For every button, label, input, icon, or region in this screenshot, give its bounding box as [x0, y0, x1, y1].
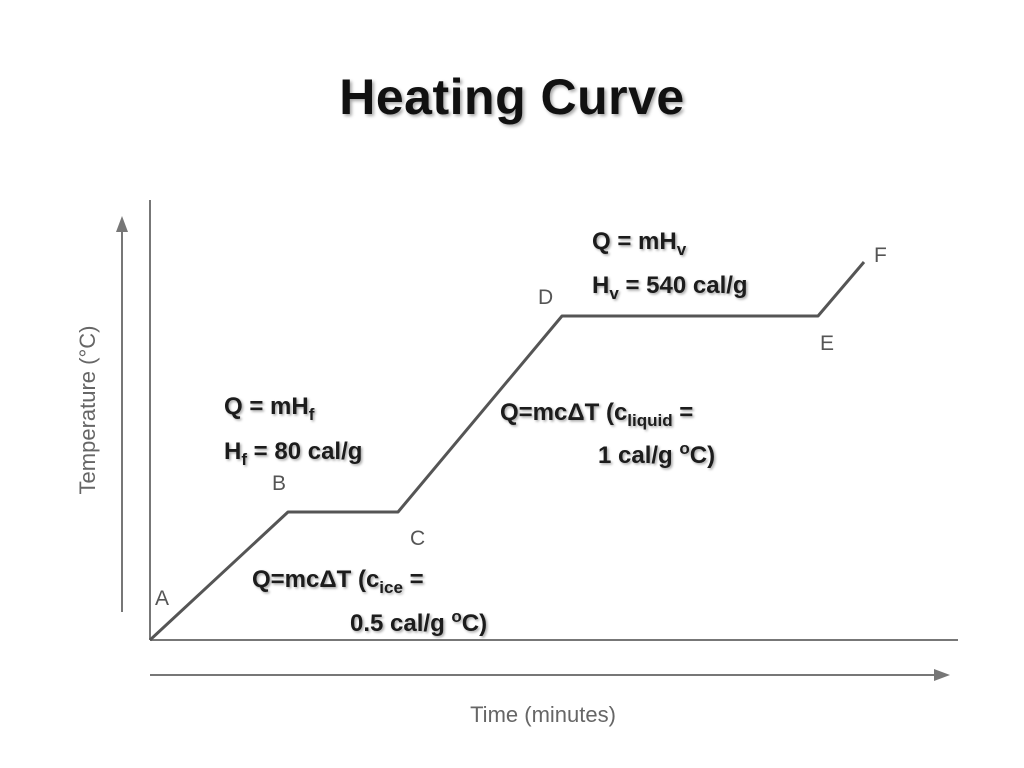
point-label-b: B [272, 472, 286, 495]
page-title: Heating Curve [339, 69, 685, 125]
annotation-ice-heating: Q=mcΔT (cice = 0.5 cal/g oC) [252, 566, 487, 637]
svg-text:Q=mcΔT (cice =: Q=mcΔT (cice = [252, 566, 424, 597]
svg-text:1 cal/g oC): 1 cal/g oC) [598, 439, 715, 469]
svg-text:0.5 cal/g oC): 0.5 cal/g oC) [350, 607, 487, 637]
heating-curve-line [148, 261, 866, 642]
svg-text:Q=mcΔT (cliquid =: Q=mcΔT (cliquid = [500, 399, 693, 430]
svg-text:Q = mHv: Q = mHv [592, 228, 687, 259]
x-arrow [150, 669, 950, 681]
svg-text:Hv = 540 cal/g: Hv = 540 cal/g [592, 272, 748, 303]
point-label-d: D [538, 286, 553, 309]
annotation-liquid-heating: Q=mcΔT (cliquid = 1 cal/g oC) [500, 399, 715, 469]
point-label-a: A [155, 587, 169, 610]
svg-text:Q = mHf: Q = mHf [224, 393, 315, 424]
annotation-latent-vaporization: Q = mHv Hv = 540 cal/g [592, 228, 748, 303]
y-arrow [116, 216, 128, 612]
annotation-latent-fusion: Q = mHf Hf = 80 cal/g [224, 393, 362, 469]
point-label-e: E [820, 332, 834, 355]
y-axis-label: Temperature (°C) [75, 326, 100, 495]
point-label-c: C [410, 527, 425, 550]
point-label-f: F [874, 244, 887, 267]
x-axis-label: Time (minutes) [470, 702, 616, 727]
svg-text:Hf = 80 cal/g: Hf = 80 cal/g [224, 438, 362, 469]
